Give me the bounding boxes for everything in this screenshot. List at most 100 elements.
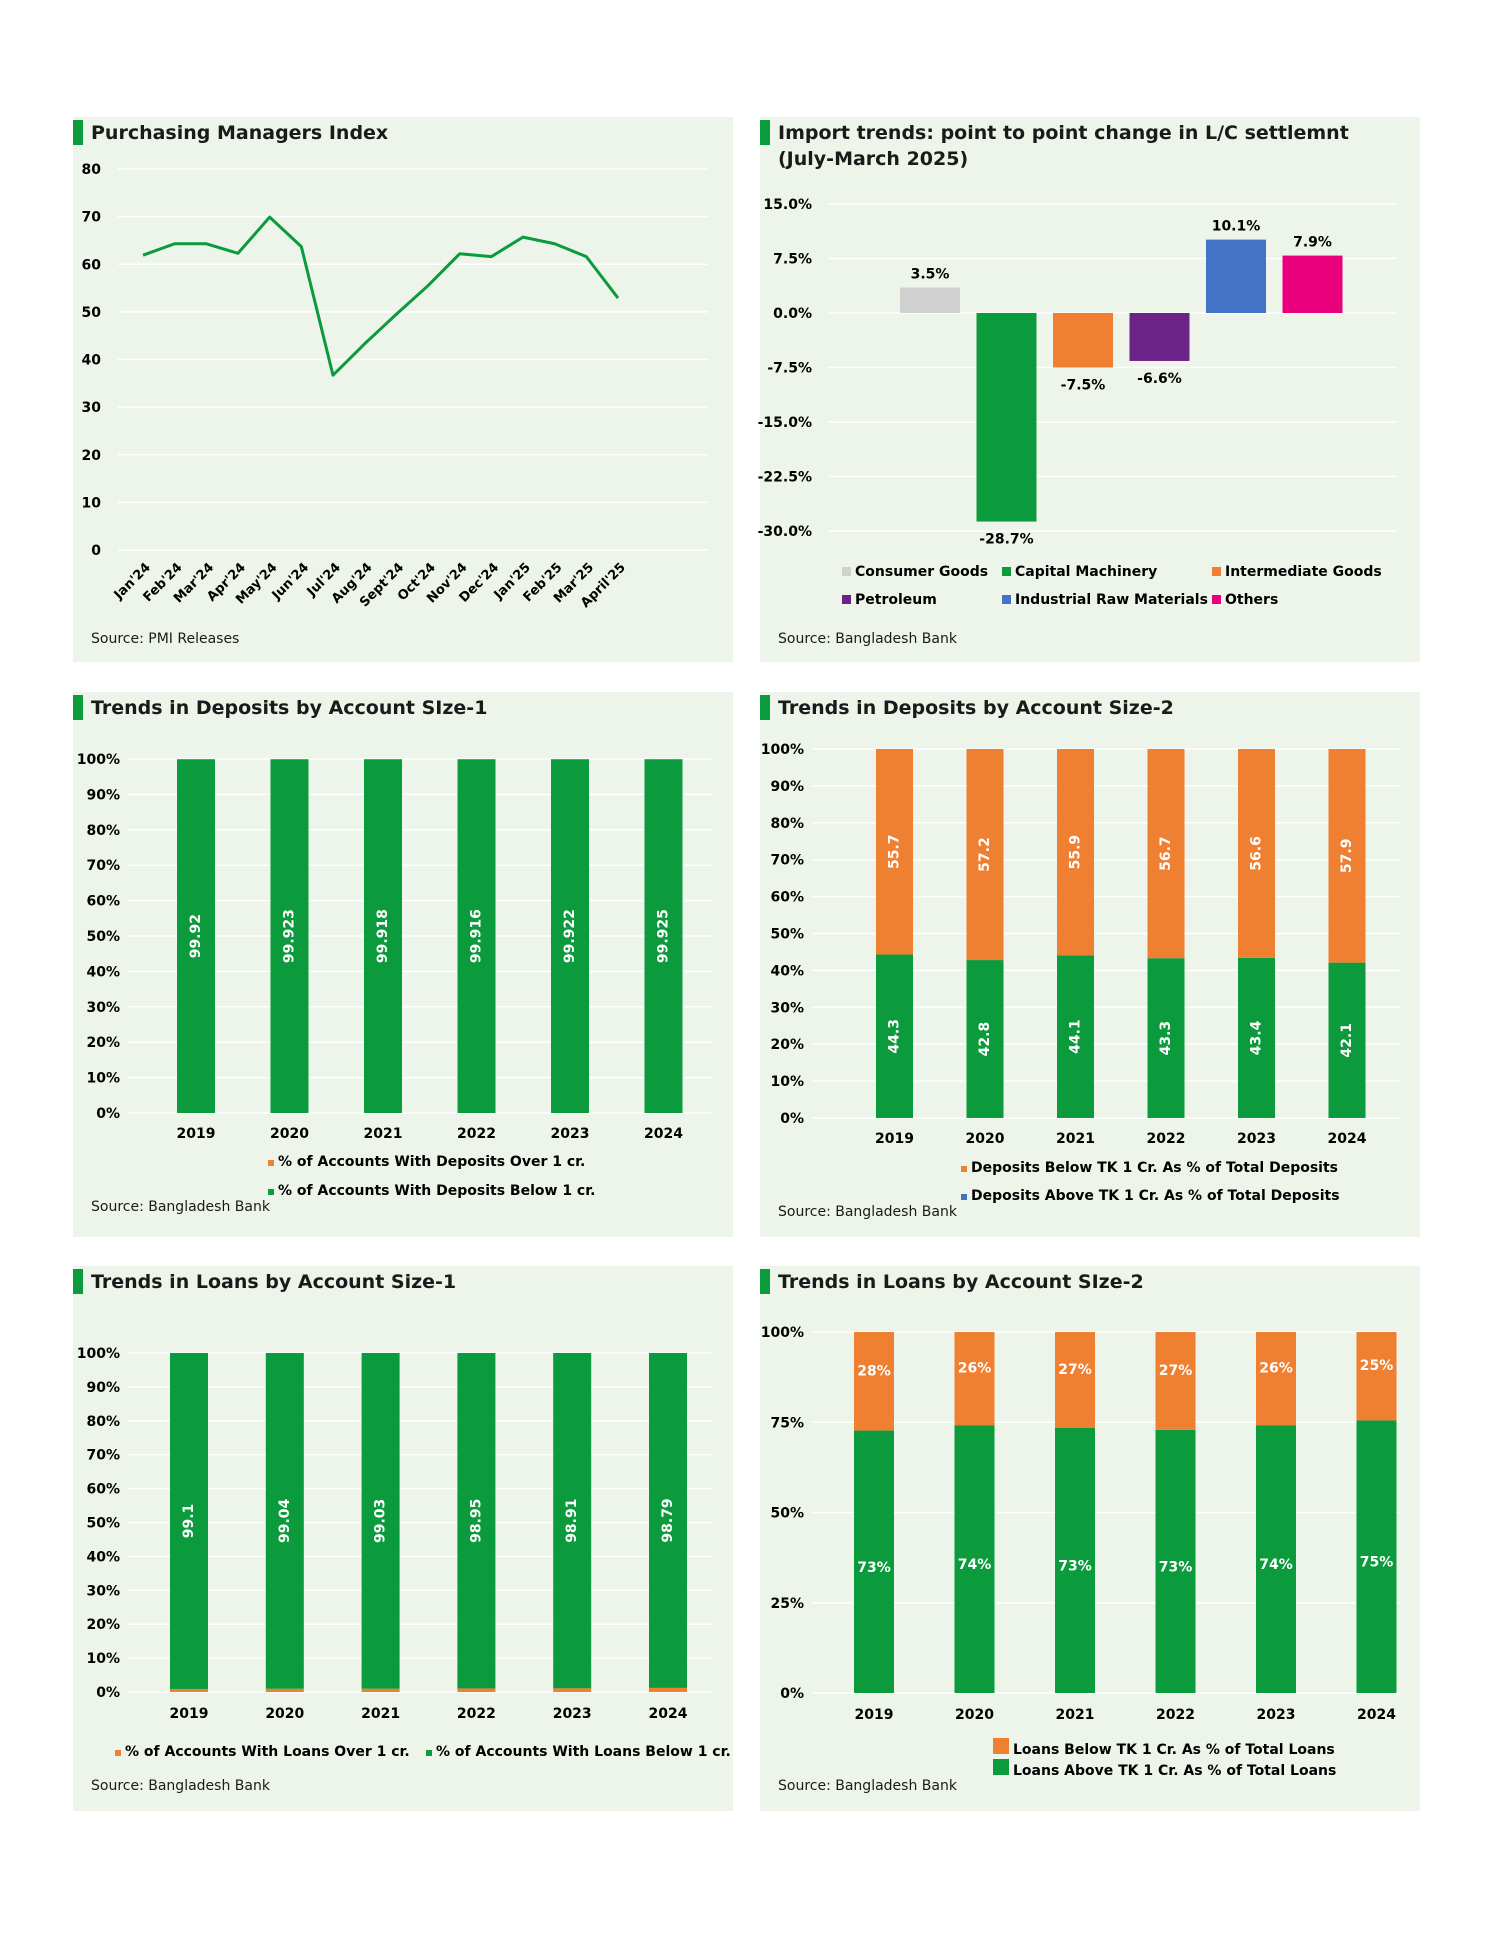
legend-label: Loans Above TK 1 Cr. As % of Total Loans [1013, 1763, 1336, 1779]
bar-segment [649, 1687, 687, 1692]
y-tick-label: 50% [770, 1506, 804, 1522]
bar-segment [649, 1353, 687, 1688]
bar-segment [1256, 1425, 1296, 1693]
loans1-title: Trends in Loans by Account Size-1 [73, 1269, 456, 1295]
x-tick-label: 2020 [966, 1131, 1005, 1147]
imports-title: Import trends: point to point change in … [760, 120, 1349, 172]
x-tick-label: 2021 [361, 1706, 400, 1722]
bar-segment [270, 759, 309, 1113]
bar-segment [457, 1353, 496, 1689]
legend-label: % of Accounts With Deposits Over 1 cr. [278, 1154, 585, 1170]
y-tick-label: 10% [770, 1074, 804, 1090]
legend-swatch [268, 1160, 274, 1166]
x-tick-label: 2021 [1056, 1707, 1095, 1723]
y-tick-label: 40 [82, 353, 102, 369]
data-label: 44.1 [1068, 1019, 1084, 1054]
data-label: -28.7% [979, 532, 1033, 548]
deposits1-title: Trends in Deposits by Account SIze-1 [73, 695, 487, 721]
data-label: 43.4 [1249, 1020, 1265, 1055]
x-tick-label: 2022 [457, 1706, 496, 1722]
y-tick-label: 0% [96, 1685, 120, 1701]
pmi-panel: Purchasing Managers Index 0 10 20 30 40 50 60 7… [73, 117, 733, 662]
loans2-title: Trends in Loans by Account SIze-2 [760, 1269, 1144, 1295]
data-label: 26% [958, 1361, 992, 1377]
deposits1-panel: Trends in Deposits by Account SIze-1 0% 1… [73, 692, 733, 1237]
y-tick-label: 20% [86, 1617, 120, 1633]
y-tick-label: 20% [770, 1037, 804, 1053]
legend-swatch [1002, 595, 1011, 604]
x-tick-label: 2022 [1156, 1707, 1195, 1723]
y-tick-label: 10 [82, 495, 102, 511]
bar-segment [553, 1688, 592, 1692]
data-label: 73% [1159, 1559, 1193, 1575]
bar-segment [1055, 1428, 1095, 1693]
data-label: 56.6 [1249, 836, 1265, 871]
x-tick-label: 2019 [170, 1706, 209, 1722]
deposits2-panel: Trends in Deposits by Account Size-2 0% 1… [760, 692, 1420, 1237]
legend-label: % of Accounts With Loans Over 1 cr. [125, 1744, 410, 1760]
legend-label: Intermediate Goods [1225, 564, 1382, 580]
y-tick-label: 70% [86, 858, 120, 874]
pmi-source: Source: PMI Releases [91, 631, 240, 647]
bar-segment [1356, 1332, 1397, 1421]
loans2-chart: 0% 25% 50% 75% 100% 73% 28% 2019 74% 26% 2020 73% 27… [761, 1325, 1400, 1779]
y-tick-label: 90% [86, 787, 120, 803]
y-tick-label: 50 [82, 305, 102, 321]
y-tick-label: 20 [82, 448, 102, 464]
bar [1282, 255, 1343, 313]
data-label: 27% [1058, 1362, 1092, 1378]
title-accent [73, 1269, 83, 1294]
deposits2-chart: 0% 10% 20% 30% 40% 50% 60% 70% 80% 90% 100% 44.3 55.… [761, 742, 1400, 1204]
bar [900, 287, 960, 313]
data-label: 99.916 [469, 909, 485, 963]
x-tick-label: 2021 [1056, 1131, 1095, 1147]
bar-segment [1055, 1332, 1095, 1429]
y-tick-label: 75% [770, 1415, 804, 1431]
y-tick-label: -30.0% [758, 524, 812, 540]
y-tick-label: 10% [86, 1651, 120, 1667]
legend-label: Petroleum [855, 592, 937, 608]
y-tick-label: 10% [86, 1071, 120, 1087]
legend-swatch [961, 1194, 967, 1200]
data-label: 44.3 [887, 1019, 903, 1054]
bar-segment [1238, 957, 1275, 1118]
y-tick-label: 100% [761, 1325, 804, 1341]
data-label: 73% [857, 1560, 891, 1576]
x-tick-label: 2024 [1328, 1131, 1367, 1147]
legend-swatch [842, 567, 851, 576]
bar [976, 313, 1037, 522]
loans1-panel: Trends in Loans by Account Size-1 0% 10% 2… [73, 1266, 733, 1811]
data-label: 3.5% [911, 267, 950, 283]
x-tick-label: 2019 [855, 1707, 894, 1723]
x-tick-label: 2021 [364, 1126, 403, 1142]
data-label: 27% [1159, 1363, 1193, 1379]
imports-source: Source: Bangladesh Bank [778, 631, 957, 647]
data-label: 99.923 [282, 909, 298, 963]
legend-label: Deposits Above TK 1 Cr. As % of Total De… [971, 1188, 1340, 1204]
bar-segment [457, 759, 496, 1113]
deposits1-source: Source: Bangladesh Bank [91, 1199, 270, 1215]
bar-segment [954, 1425, 995, 1693]
data-label: 99.925 [656, 909, 672, 963]
x-tick-label: 2024 [1357, 1707, 1396, 1723]
bar-segment [876, 749, 913, 955]
imports-title-line1: Import trends: point to point change in … [778, 122, 1349, 144]
data-label: 7.9% [1293, 235, 1332, 251]
y-tick-label: 30% [86, 1583, 120, 1599]
data-label: 28% [857, 1363, 891, 1379]
pmi-chart: 01020304050607080Jan'24Feb'24Mar'24Apr'2… [82, 162, 708, 611]
y-tick-label: 50% [770, 927, 804, 943]
deposits2-title: Trends in Deposits by Account Size-2 [760, 695, 1174, 721]
legend-label: Industrial Raw Materials [1015, 592, 1208, 608]
bar-segment [1057, 749, 1094, 956]
data-label: 98.91 [564, 1499, 580, 1543]
data-label: 75% [1360, 1555, 1394, 1571]
data-label: 43.3 [1158, 1021, 1174, 1056]
bar-segment [361, 1688, 400, 1692]
y-tick-label: 80% [86, 823, 120, 839]
bar-segment [1155, 1332, 1196, 1430]
y-tick-label: 20% [86, 1035, 120, 1051]
title-accent [73, 120, 83, 145]
bar-segment [1155, 1429, 1196, 1693]
data-label: -7.5% [1061, 378, 1106, 394]
